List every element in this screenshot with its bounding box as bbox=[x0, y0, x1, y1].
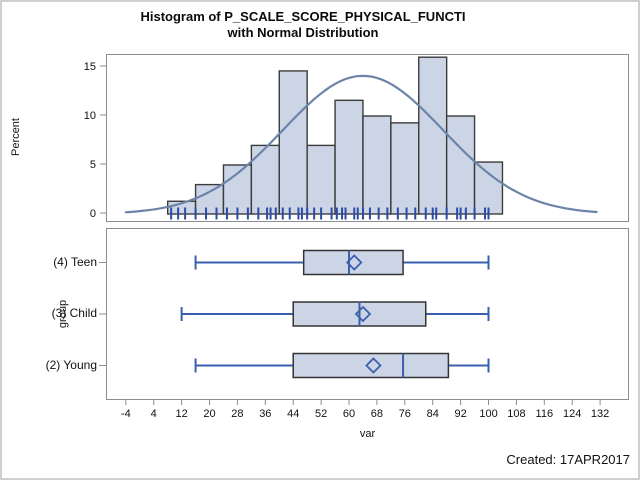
x-tick-label: 92 bbox=[454, 408, 466, 420]
histogram-bar bbox=[362, 115, 392, 215]
histogram-bar bbox=[306, 144, 336, 215]
x-tick-label: 116 bbox=[536, 408, 554, 420]
mean-diamond bbox=[365, 357, 382, 374]
chart-title-line2: with Normal Distribution bbox=[227, 25, 379, 40]
histogram-bar bbox=[418, 56, 448, 215]
mean-diamond bbox=[354, 305, 372, 323]
y-tick-label: 0 bbox=[90, 208, 96, 220]
histogram-y-axis: 0 5 10 15 bbox=[84, 61, 106, 220]
x-tick-label: -4 bbox=[121, 408, 131, 420]
x-tick-label: 100 bbox=[479, 408, 497, 420]
boxplot-panel bbox=[106, 228, 629, 400]
histogram-plot bbox=[124, 56, 598, 220]
histogram-bar bbox=[278, 70, 308, 215]
shared-x-axis: -4 4 12 20 28 36 44 52 60 68 76 84 92 100 108 116 124 132 bbox=[121, 400, 609, 420]
histogram-y-axis-label: Percent bbox=[10, 118, 22, 156]
x-tick-label: 36 bbox=[259, 408, 271, 420]
histogram-bar bbox=[390, 122, 420, 215]
mean-diamond bbox=[345, 254, 363, 271]
histogram-bar bbox=[250, 144, 280, 215]
boxplot-plot bbox=[180, 249, 490, 379]
x-tick-label: 108 bbox=[507, 408, 525, 420]
histogram-bar bbox=[445, 115, 476, 215]
histogram-panel bbox=[106, 54, 629, 222]
x-tick-label: 84 bbox=[427, 408, 439, 420]
y-tick-label: 15 bbox=[84, 61, 96, 73]
histogram-bar bbox=[334, 99, 364, 215]
chart-title-line1: Histogram of P_SCALE_SCORE_PHYSICAL_FUNC… bbox=[140, 9, 466, 24]
y-tick-label: 10 bbox=[84, 110, 96, 122]
x-tick-label: 60 bbox=[343, 408, 355, 420]
x-tick-label: 68 bbox=[371, 408, 383, 420]
boxplot-category-ticks bbox=[99, 262, 106, 366]
y-tick-label: 5 bbox=[90, 159, 96, 171]
box-rect bbox=[302, 249, 404, 276]
x-tick-label: 76 bbox=[399, 408, 411, 420]
x-tick-label: 20 bbox=[203, 408, 215, 420]
x-tick-label: 12 bbox=[176, 408, 188, 420]
category-label-teen: (4) Teen bbox=[53, 255, 97, 269]
created-timestamp: Created: 17APR2017 bbox=[506, 452, 630, 467]
x-tick-label: 124 bbox=[563, 408, 581, 420]
x-axis-label: var bbox=[359, 428, 376, 440]
x-tick-label: 52 bbox=[315, 408, 327, 420]
category-label-young: (2) Young bbox=[45, 358, 97, 372]
histogram-bar bbox=[194, 183, 225, 215]
normal-curve bbox=[124, 74, 598, 214]
x-tick-label: 28 bbox=[231, 408, 243, 420]
histogram-bar bbox=[473, 161, 504, 215]
x-tick-label: 4 bbox=[151, 408, 157, 420]
category-label-child: (3) Child bbox=[51, 306, 97, 320]
x-tick-label: 132 bbox=[591, 408, 609, 420]
x-tick-label: 44 bbox=[287, 408, 299, 420]
box-rect bbox=[292, 352, 450, 379]
chart-title: Histogram of P_SCALE_SCORE_PHYSICAL_FUNC… bbox=[2, 9, 604, 41]
